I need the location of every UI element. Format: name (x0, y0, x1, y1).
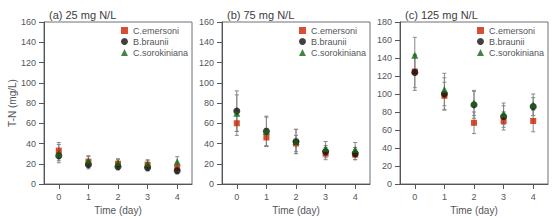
svg-text:C.sorokiniana: C.sorokiniana (133, 48, 188, 58)
svg-text:C.emersoni: C.emersoni (311, 26, 357, 36)
svg-text:0: 0 (56, 192, 61, 202)
svg-text:4: 4 (531, 192, 536, 202)
svg-text:160: 160 (377, 35, 392, 45)
svg-text:140: 140 (199, 37, 214, 47)
svg-text:60: 60 (382, 125, 392, 135)
svg-text:80: 80 (26, 98, 36, 108)
svg-text:C.sorokiniana: C.sorokiniana (311, 48, 366, 58)
svg-text:Time (day): Time (day) (450, 205, 497, 216)
svg-text:B.braunii: B.braunii (133, 37, 169, 47)
svg-text:120: 120 (199, 58, 214, 68)
svg-text:2: 2 (471, 192, 476, 202)
svg-text:160: 160 (21, 17, 36, 27)
svg-text:B.braunii: B.braunii (311, 37, 347, 47)
svg-text:60: 60 (204, 118, 214, 128)
svg-text:1: 1 (442, 192, 447, 202)
svg-text:1: 1 (264, 192, 269, 202)
svg-text:40: 40 (26, 139, 36, 149)
svg-text:3: 3 (323, 192, 328, 202)
svg-text:140: 140 (21, 37, 36, 47)
svg-text:80: 80 (204, 98, 214, 108)
svg-text:140: 140 (377, 53, 392, 63)
svg-text:4: 4 (353, 192, 358, 202)
svg-text:100: 100 (377, 89, 392, 99)
svg-text:120: 120 (377, 71, 392, 81)
svg-text:60: 60 (26, 118, 36, 128)
svg-text:C.sorokiniana: C.sorokiniana (489, 48, 544, 58)
svg-text:100: 100 (199, 78, 214, 88)
svg-text:100: 100 (21, 78, 36, 88)
svg-text:160: 160 (199, 17, 214, 27)
svg-text:B.braunii: B.braunii (489, 37, 525, 47)
svg-text:120: 120 (21, 58, 36, 68)
svg-text:0: 0 (412, 192, 417, 202)
svg-text:T-N (mg/L): T-N (mg/L) (7, 79, 18, 127)
svg-text:Time (day): Time (day) (272, 205, 319, 216)
svg-text:20: 20 (382, 161, 392, 171)
svg-text:0: 0 (387, 179, 392, 189)
svg-text:1: 1 (86, 192, 91, 202)
svg-text:20: 20 (26, 159, 36, 169)
svg-text:40: 40 (382, 143, 392, 153)
svg-text:0: 0 (209, 179, 214, 189)
svg-text:Time (day): Time (day) (94, 205, 141, 216)
svg-text:0: 0 (31, 179, 36, 189)
svg-text:(c) 125 mg N/L: (c) 125 mg N/L (405, 9, 478, 21)
svg-text:3: 3 (145, 192, 150, 202)
svg-text:80: 80 (382, 107, 392, 117)
svg-text:(b) 75 mg N/L: (b) 75 mg N/L (227, 9, 294, 21)
svg-text:2: 2 (293, 192, 298, 202)
svg-text:40: 40 (204, 139, 214, 149)
svg-text:(a) 25 mg N/L: (a) 25 mg N/L (49, 9, 116, 21)
svg-text:4: 4 (175, 192, 180, 202)
svg-text:3: 3 (501, 192, 506, 202)
svg-text:180: 180 (377, 17, 392, 27)
svg-text:20: 20 (204, 159, 214, 169)
svg-text:2: 2 (115, 192, 120, 202)
svg-text:0: 0 (234, 192, 239, 202)
svg-text:C.emersoni: C.emersoni (489, 26, 535, 36)
svg-text:C.emersoni: C.emersoni (133, 26, 179, 36)
